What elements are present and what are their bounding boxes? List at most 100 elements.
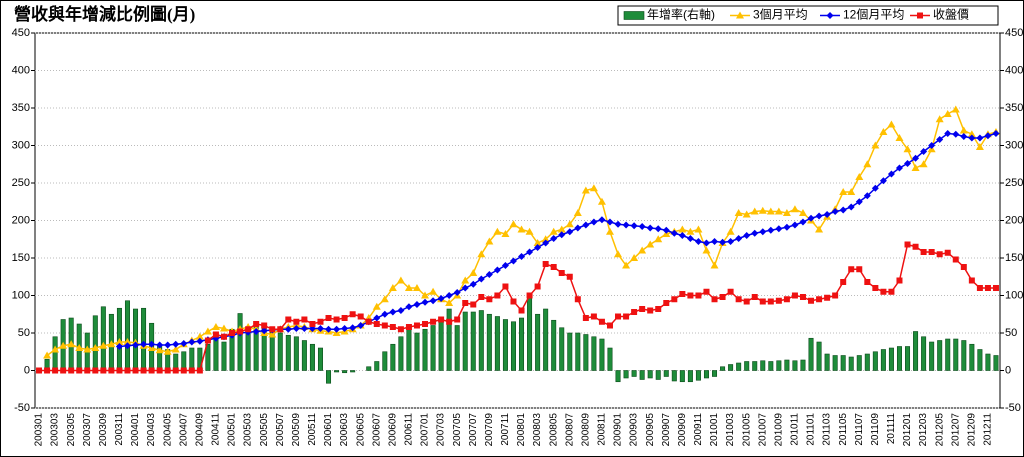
x-tick-label: 200805	[548, 413, 559, 447]
point	[646, 240, 655, 248]
y2-tick-label: 300	[1005, 139, 1023, 151]
bar	[872, 351, 878, 371]
legend-label: 年增率(右軸)	[647, 7, 715, 22]
point	[758, 206, 767, 214]
point	[502, 283, 509, 290]
bar	[712, 370, 718, 377]
bar	[454, 325, 460, 371]
point	[550, 235, 558, 242]
point	[887, 170, 895, 178]
point	[614, 250, 623, 258]
point	[967, 130, 976, 138]
point	[622, 261, 631, 269]
point	[541, 235, 550, 243]
point	[115, 338, 124, 345]
point	[678, 225, 687, 233]
point	[445, 299, 454, 306]
point	[880, 288, 887, 295]
bar	[800, 359, 806, 371]
y-tick-label: 300	[12, 139, 30, 151]
point	[766, 207, 775, 215]
point	[438, 316, 445, 323]
point	[317, 318, 324, 325]
point	[590, 218, 598, 226]
y-tick-label: 50	[18, 327, 30, 339]
point	[687, 292, 694, 299]
y2-tick-label: 450	[1005, 27, 1023, 39]
bar	[502, 319, 508, 371]
point	[75, 344, 84, 351]
point	[396, 276, 405, 284]
chart-title: 營收與年增減比例圖(月)	[14, 4, 195, 24]
bar	[189, 347, 195, 371]
point	[638, 223, 646, 230]
legend-label: 3個月平均	[753, 8, 808, 22]
y2-tick-label: -50	[1005, 402, 1021, 414]
point	[92, 367, 99, 374]
point	[767, 298, 774, 305]
x-tick-label: 200507	[275, 413, 286, 447]
point	[446, 318, 453, 325]
bar	[808, 337, 814, 371]
point	[984, 132, 992, 140]
x-tick-label: 200905	[645, 413, 656, 447]
bar	[880, 349, 886, 371]
x-tick-label: 200301	[34, 413, 45, 447]
bar	[422, 328, 428, 371]
point	[639, 306, 646, 312]
bar	[510, 321, 516, 371]
point	[565, 220, 574, 228]
point	[871, 184, 879, 192]
bar	[937, 340, 943, 371]
point	[534, 283, 541, 290]
point	[237, 328, 244, 335]
point	[847, 203, 855, 211]
point	[477, 250, 486, 258]
bar	[969, 343, 975, 371]
x-tick-label: 201103	[822, 413, 833, 446]
bar	[406, 328, 412, 371]
point	[164, 341, 172, 349]
point	[863, 192, 871, 200]
point	[429, 297, 437, 305]
bar	[398, 336, 404, 371]
point	[726, 227, 735, 235]
legend-swatch	[623, 11, 645, 20]
point	[349, 324, 357, 332]
point	[711, 296, 718, 303]
x-tick-label: 200311	[114, 413, 125, 446]
point	[115, 343, 123, 350]
bar	[213, 336, 219, 371]
bar	[583, 334, 589, 371]
bar	[623, 370, 629, 379]
point	[895, 134, 904, 141]
bar	[631, 370, 637, 377]
x-tick-label: 201207	[950, 413, 961, 447]
point	[429, 287, 438, 295]
point	[421, 291, 430, 299]
bar	[221, 341, 227, 371]
x-tick-label: 201011	[790, 413, 801, 446]
point	[172, 340, 180, 348]
x-tick-label: 201111	[886, 413, 897, 445]
point	[959, 126, 968, 134]
point	[268, 330, 277, 338]
point	[686, 235, 694, 242]
point	[140, 340, 148, 348]
x-tick-label: 200305	[66, 413, 77, 447]
point	[164, 367, 171, 374]
x-tick-label: 201209	[966, 413, 977, 447]
point	[373, 314, 381, 322]
point	[631, 309, 638, 315]
x-tick-label: 200601	[323, 413, 334, 447]
point	[887, 120, 896, 128]
y-tick-label: 450	[12, 27, 30, 39]
x-tick-label: 200709	[484, 413, 495, 447]
point	[581, 186, 590, 194]
point	[245, 326, 252, 333]
point	[952, 130, 960, 138]
x-tick-label: 200609	[387, 413, 398, 447]
x-tick-label: 200807	[564, 413, 575, 447]
x-tick-label: 201101	[806, 413, 817, 446]
point	[107, 340, 116, 348]
